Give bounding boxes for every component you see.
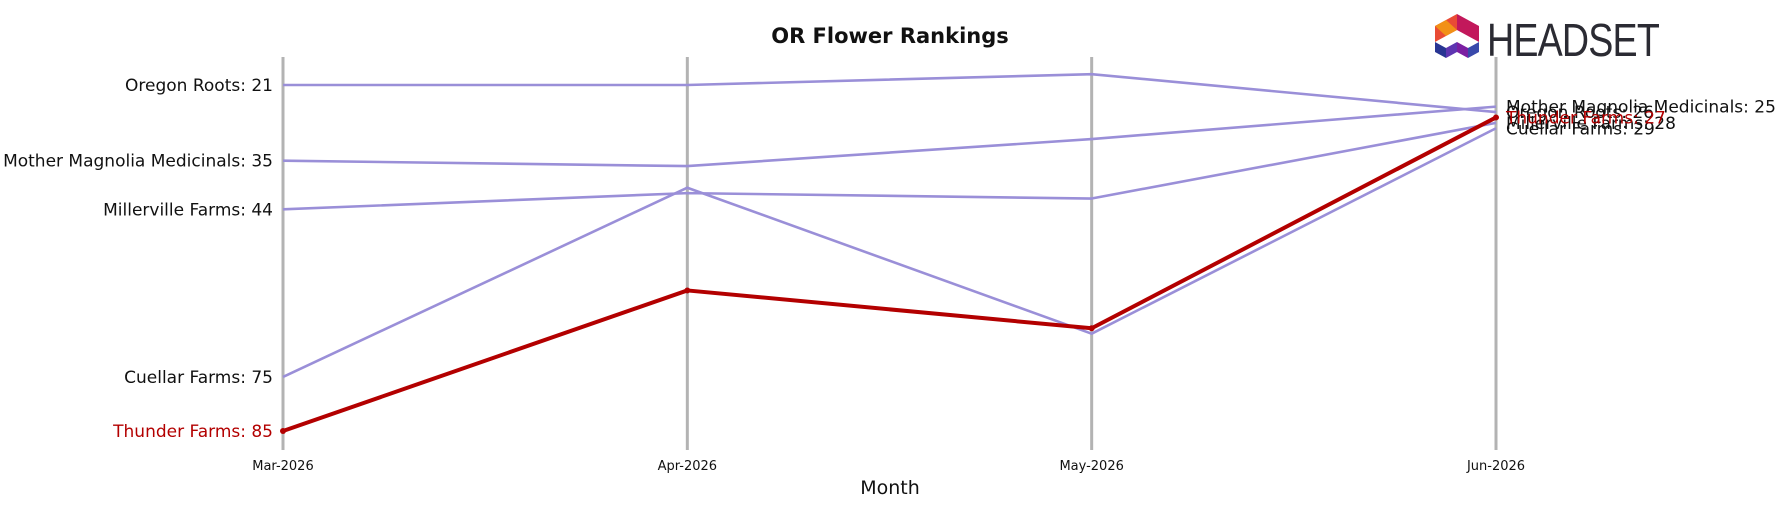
start-label: Mother Magnolia Medicinals: 35 [3,152,273,172]
series-point [280,428,286,434]
series-lines [280,72,1499,434]
end-label: Cuellar Farms: 29 [1506,119,1655,139]
series-line [282,121,1497,211]
series-point [684,287,691,294]
series-line [282,115,1497,433]
headset-logo-mark [1435,14,1479,58]
x-tick-label: Jun-2026 [1466,459,1525,474]
x-tick-label: Apr-2026 [658,459,717,474]
x-tick-label: Mar-2026 [252,459,313,474]
series-point [1088,325,1095,332]
series-line [282,127,1497,379]
end-label: Oregon Roots: 26 [1506,103,1654,123]
x-tick-label: May-2026 [1059,459,1123,474]
start-label: Cuellar Farms: 75 [124,368,273,388]
headset-logo-text: HEADSET [1487,14,1660,66]
start-label: Thunder Farms: 85 [112,422,273,442]
end-label: Thunder Farms: 27 [1505,108,1666,128]
series-line [283,72,1497,114]
end-label: Millerville Farms: 28 [1506,114,1676,134]
series-line [282,105,1497,168]
x-tick-labels: Mar-2026 Apr-2026 May-2026 Jun-2026 [252,459,1525,474]
x-axis-label: Month [860,477,920,499]
vertical-grid [281,57,1498,450]
start-labels: Oregon Roots: 21 Mother Magnolia Medicina… [3,76,273,442]
start-label: Millerville Farms: 44 [103,200,273,220]
end-label: Mother Magnolia Medicinals: 25 [1506,98,1776,118]
chart-title: OR Flower Rankings [771,24,1009,48]
headset-logo: HEADSET [1435,14,1661,66]
series-point [1493,114,1499,121]
start-label: Oregon Roots: 21 [125,76,273,96]
